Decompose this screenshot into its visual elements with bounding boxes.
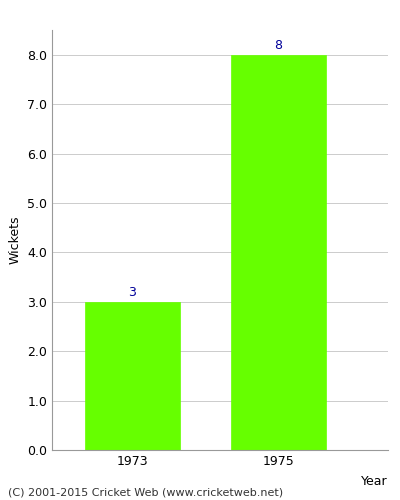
Bar: [85, 302, 180, 450]
Text: Year: Year: [361, 475, 388, 488]
Text: 3: 3: [128, 286, 136, 299]
Y-axis label: Wickets: Wickets: [8, 216, 22, 264]
Text: (C) 2001-2015 Cricket Web (www.cricketweb.net): (C) 2001-2015 Cricket Web (www.cricketwe…: [8, 488, 283, 498]
Text: 8: 8: [274, 38, 282, 52]
Bar: [231, 54, 326, 450]
